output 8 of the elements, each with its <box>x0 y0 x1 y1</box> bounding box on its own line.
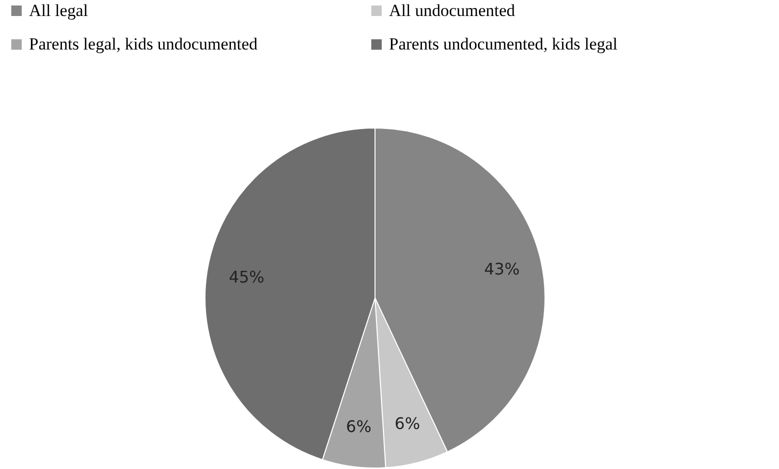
legend-label: Parents legal, kids undocumented <box>29 34 258 54</box>
data-label: 45% <box>228 268 264 287</box>
legend-label: Parents undocumented, kids legal <box>389 34 618 54</box>
data-label: 6% <box>394 414 420 433</box>
data-label: 6% <box>346 416 372 436</box>
data-label: 43% <box>484 260 520 279</box>
legend-label: All legal <box>29 0 88 20</box>
legend-label: All undocumented <box>389 0 516 20</box>
